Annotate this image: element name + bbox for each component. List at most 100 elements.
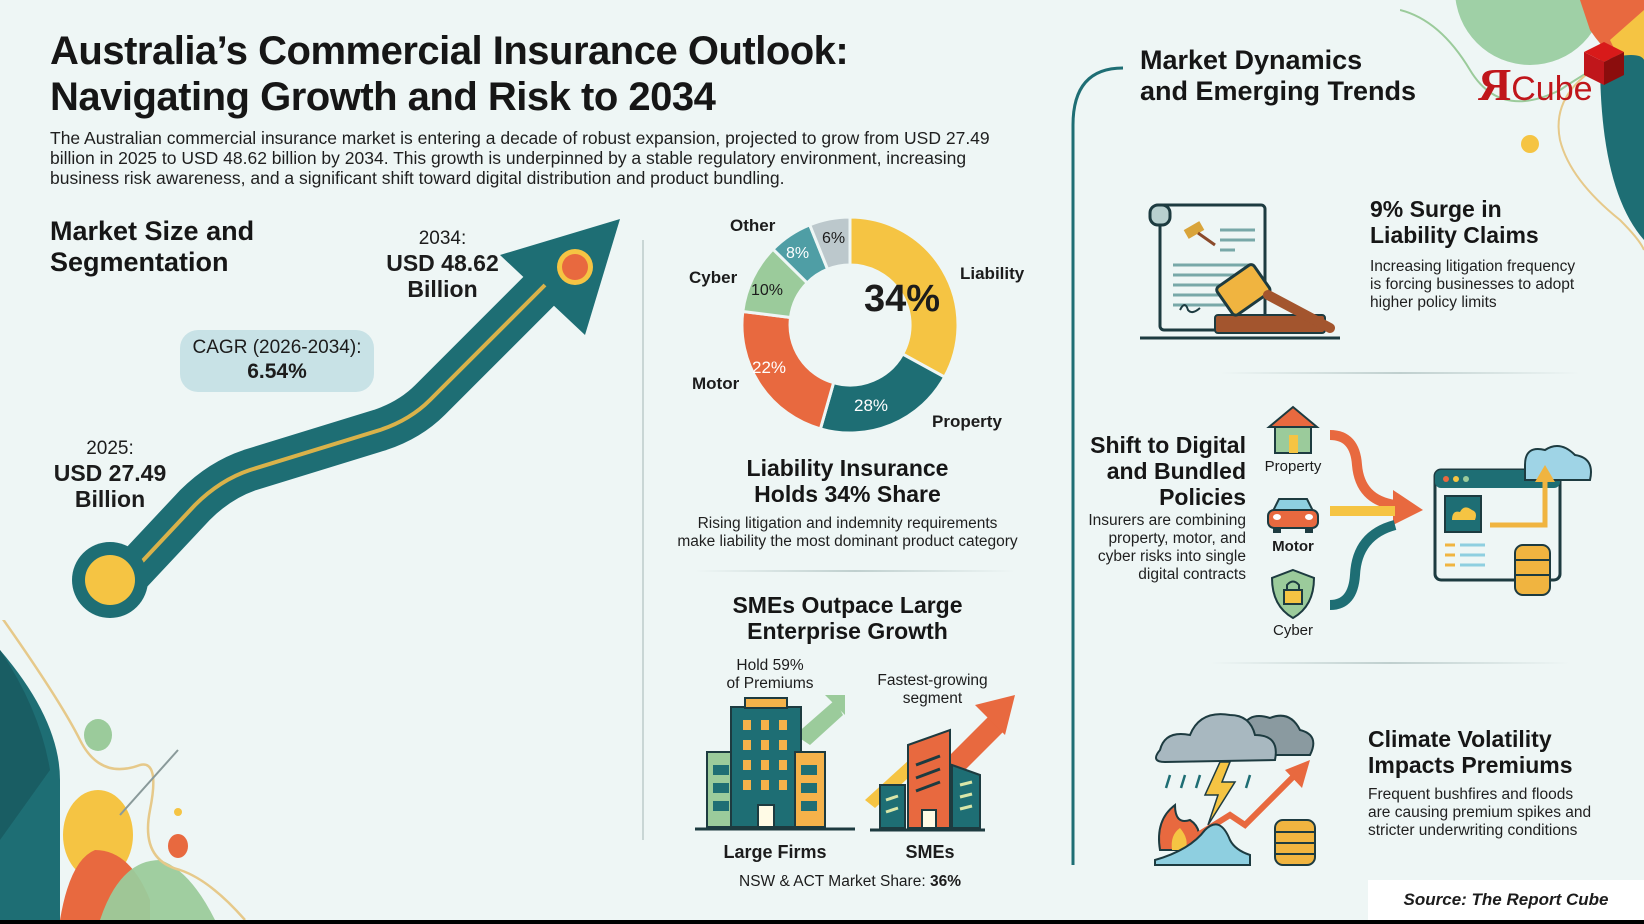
trend3-description: Frequent bushfires and floods are causin… bbox=[1368, 786, 1591, 840]
desc-line: stricter underwriting conditions bbox=[1368, 822, 1578, 839]
motor-share-value: 22% bbox=[752, 358, 787, 377]
nsw-value: 36% bbox=[929, 873, 961, 890]
liability-share-value: 34% bbox=[864, 278, 941, 320]
gavel-document-icon bbox=[1140, 203, 1340, 340]
cagr-badge: CAGR (2026-2034): 6.54% bbox=[180, 330, 374, 392]
decorative-shapes-bottom-left bbox=[0, 620, 246, 920]
nsw-label: NSW & ACT Market Share: bbox=[739, 873, 930, 890]
title-line: Policies bbox=[1159, 484, 1246, 510]
intro-paragraph: The Australian commercial insurance mark… bbox=[50, 128, 990, 188]
bundle-flow-arrows bbox=[1329, 430, 1423, 610]
heading-line: Segmentation bbox=[50, 247, 229, 277]
desc-line: Rising litigation and indemnity requirem… bbox=[697, 515, 998, 532]
title-line: Liability Claims bbox=[1370, 222, 1539, 248]
liability-description: Rising litigation and indemnity requirem… bbox=[670, 515, 1025, 551]
sme-building-icon bbox=[865, 695, 1015, 832]
end-year: 2034: bbox=[418, 228, 467, 249]
heading-line: SMEs Outpace Large bbox=[732, 592, 963, 618]
legend-other: Other bbox=[730, 216, 776, 235]
start-value-label: 2025: USD 27.49 Billion bbox=[40, 438, 180, 512]
growth-arrow-chart bbox=[72, 219, 620, 618]
trend1-title: 9% Surge in Liability Claims bbox=[1370, 196, 1539, 248]
note-line: of Premiums bbox=[726, 675, 814, 692]
cagr-label: CAGR (2026-2034): bbox=[192, 337, 362, 358]
logo-cube-icon bbox=[1584, 42, 1624, 85]
trend1-description: Increasing litigation frequency is forci… bbox=[1370, 258, 1575, 312]
desc-line: digital contracts bbox=[1138, 566, 1246, 583]
note-line: Hold 59% bbox=[736, 657, 804, 674]
large-firms-label: Large Firms bbox=[723, 842, 827, 862]
desc-line: make liability the most dominant product… bbox=[677, 533, 1018, 550]
desc-line: Increasing litigation frequency bbox=[1370, 258, 1576, 275]
legend-liability: Liability bbox=[960, 264, 1025, 283]
climate-risk-icon bbox=[1154, 713, 1316, 866]
decorative-shapes-top-right bbox=[1400, 0, 1644, 251]
cyber-share-value: 10% bbox=[751, 282, 784, 299]
logo-text: Cube bbox=[1511, 70, 1593, 108]
brand-logo: ЯCube bbox=[1478, 58, 1593, 111]
desc-line: property, motor, and bbox=[1108, 530, 1246, 547]
title-line: Climate Volatility bbox=[1368, 726, 1552, 752]
car-icon bbox=[1267, 498, 1319, 533]
nsw-market-share: NSW & ACT Market Share: 36% bbox=[700, 873, 1000, 891]
section-divider bbox=[1210, 662, 1570, 664]
trend3-title: Climate Volatility Impacts Premiums bbox=[1368, 726, 1573, 778]
desc-line: higher policy limits bbox=[1370, 294, 1497, 311]
cagr-value: 6.54% bbox=[247, 360, 307, 383]
note-line: Fastest-growing bbox=[877, 672, 988, 689]
heading-line: Liability Insurance bbox=[746, 455, 949, 481]
bottom-border bbox=[0, 920, 1644, 924]
bundle-label-motor: Motor bbox=[1272, 538, 1314, 555]
source-caption: Source: The Report Cube bbox=[1368, 880, 1644, 920]
liability-heading: Liability Insurance Holds 34% Share bbox=[680, 455, 1015, 507]
start-value: USD 27.49 bbox=[53, 460, 167, 486]
dynamics-heading: Market Dynamics and Emerging Trends bbox=[1140, 45, 1416, 107]
sme-label: SMEs bbox=[905, 842, 955, 862]
desc-line: is forcing businesses to adopt bbox=[1370, 276, 1575, 293]
title-line: Shift to Digital bbox=[1090, 432, 1246, 458]
title-line: 9% Surge in bbox=[1370, 196, 1502, 222]
start-unit: Billion bbox=[74, 486, 146, 512]
title-line-1: Australia’s Commercial Insurance Outlook… bbox=[50, 29, 849, 73]
segment-donut-chart bbox=[740, 215, 960, 435]
shield-lock-icon bbox=[1270, 568, 1316, 620]
heading-line: Market Size and bbox=[50, 216, 255, 246]
bundle-label-cyber: Cyber bbox=[1272, 622, 1313, 639]
title-line: and Bundled bbox=[1106, 458, 1246, 484]
heading-line: Market Dynamics bbox=[1140, 45, 1363, 75]
end-value-label: 2034: USD 48.62 Billion bbox=[370, 228, 515, 302]
sme-heading: SMEs Outpace Large Enterprise Growth bbox=[680, 592, 1015, 644]
desc-line: Frequent bushfires and floods bbox=[1368, 786, 1574, 803]
other-share-value-a: 8% bbox=[786, 245, 810, 262]
end-unit: Billion bbox=[407, 276, 478, 302]
heading-line: and Emerging Trends bbox=[1140, 76, 1417, 106]
legend-property: Property bbox=[932, 412, 1002, 431]
house-icon bbox=[1266, 405, 1320, 454]
page-title: Australia’s Commercial Insurance Outlook… bbox=[50, 28, 849, 120]
market-size-heading: Market Size and Segmentation bbox=[50, 216, 254, 278]
column-divider bbox=[642, 240, 644, 840]
trend2-title: Shift to Digital and Bundled Policies bbox=[1060, 432, 1246, 510]
heading-line: Enterprise Growth bbox=[747, 618, 948, 644]
legend-cyber: Cyber bbox=[689, 268, 738, 287]
desc-line: are causing premium spikes and bbox=[1368, 804, 1592, 821]
bundle-label-property: Property bbox=[1264, 458, 1322, 475]
section-divider bbox=[695, 570, 1015, 572]
large-firms-note: Hold 59% of Premiums bbox=[705, 657, 835, 693]
desc-line: cyber risks into single bbox=[1097, 548, 1246, 565]
property-share-value: 28% bbox=[854, 396, 889, 415]
end-value: USD 48.62 bbox=[386, 250, 499, 276]
section-divider bbox=[1220, 372, 1580, 374]
other-share-value-b: 6% bbox=[822, 230, 846, 247]
trend2-description: Insurers are combining property, motor, … bbox=[1060, 512, 1246, 584]
title-line: Impacts Premiums bbox=[1368, 752, 1573, 778]
logo-r-glyph: Я bbox=[1478, 59, 1512, 110]
desc-line: Insurers are combining bbox=[1088, 512, 1246, 529]
sme-note: Fastest-growing segment bbox=[870, 672, 995, 708]
note-line: segment bbox=[902, 690, 963, 707]
title-line-2: Navigating Growth and Risk to 2034 bbox=[50, 75, 716, 119]
heading-line: Holds 34% Share bbox=[754, 481, 941, 507]
dynamics-bracket bbox=[1071, 66, 1124, 865]
large-firms-building-icon bbox=[695, 695, 855, 831]
start-year: 2025: bbox=[86, 438, 134, 459]
